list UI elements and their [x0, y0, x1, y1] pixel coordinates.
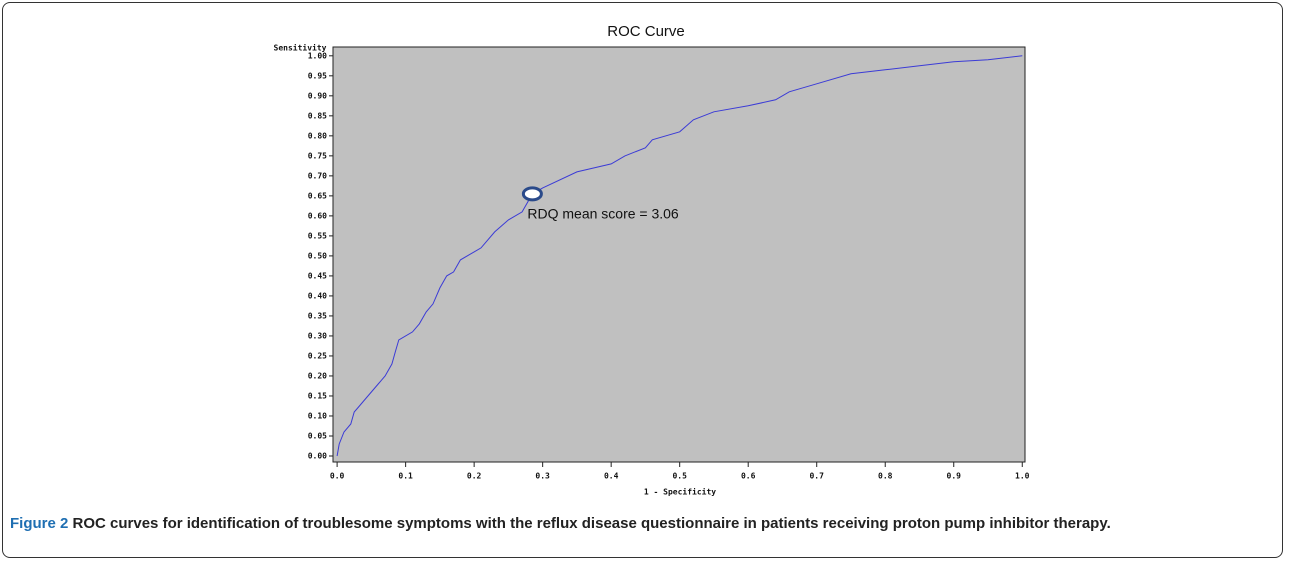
y-tick-label: 1.00 — [308, 51, 327, 60]
roc-line — [336, 55, 1023, 457]
x-tick-label: 0.4 — [604, 472, 619, 481]
x-tick-label: 0.5 — [672, 472, 687, 481]
caption-label: Figure 2 — [10, 515, 69, 532]
y-tick-label: 0.50 — [308, 251, 327, 260]
x-tick-label: 0.3 — [535, 472, 550, 481]
y-tick-label: 0.05 — [308, 431, 327, 440]
y-tick-label: 0.40 — [308, 291, 327, 300]
y-tick-label: 0.95 — [308, 71, 327, 80]
y-tick-label: 0.30 — [308, 331, 327, 340]
chart: ROC Curve Sensitivity 1 - Specificity 0.… — [274, 23, 1030, 497]
x-tick-label: 0.0 — [330, 472, 345, 481]
y-tick-label: 0.10 — [308, 411, 327, 420]
x-axis-label: 1 - Specificity — [644, 487, 716, 497]
y-tick-label: 0.45 — [308, 271, 327, 280]
y-tick-label: 0.25 — [308, 351, 327, 360]
x-tick-label: 0.8 — [878, 472, 893, 481]
x-tick-label: 0.2 — [467, 472, 482, 481]
y-tick-label: 0.60 — [308, 211, 327, 220]
y-tick-label: 0.20 — [308, 371, 327, 380]
x-tick-label: 1.0 — [1015, 472, 1030, 481]
y-tick-label: 0.15 — [308, 391, 327, 400]
plot-area — [332, 46, 1026, 463]
x-tick-label: 0.6 — [741, 472, 756, 481]
x-tick-label: 0.1 — [398, 472, 413, 481]
cutoff-marker — [521, 186, 543, 202]
chart-title: ROC Curve — [607, 23, 685, 40]
y-tick-label: 0.35 — [308, 311, 327, 320]
y-axis-label: Sensitivity — [274, 43, 327, 53]
caption: Figure 2 ROC curves for identification o… — [10, 512, 1270, 535]
y-tick-label: 0.85 — [308, 111, 327, 120]
figure-frame — [2, 2, 1283, 558]
y-tick-label: 0.00 — [308, 451, 327, 460]
caption-text: ROC curves for identification of trouble… — [72, 515, 1111, 532]
y-tick-label: 0.90 — [308, 91, 327, 100]
y-tick-label: 0.65 — [308, 191, 327, 200]
x-tick-label: 0.9 — [947, 472, 962, 481]
y-tick-label: 0.55 — [308, 231, 327, 240]
x-tick-label: 0.7 — [809, 472, 824, 481]
y-tick-label: 0.70 — [308, 171, 327, 180]
y-tick-label: 0.80 — [308, 131, 327, 140]
y-tick-label: 0.75 — [308, 151, 327, 160]
annotation: RDQ mean score = 3.06 — [527, 206, 679, 222]
